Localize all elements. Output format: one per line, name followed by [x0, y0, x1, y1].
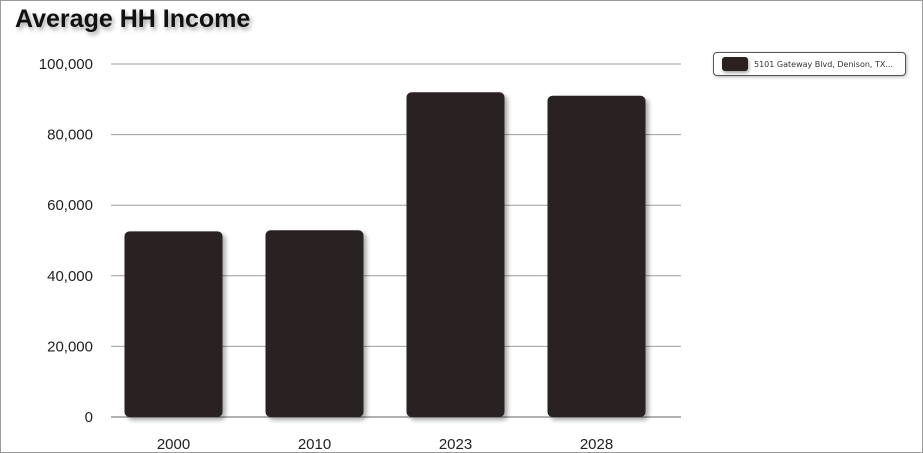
y-tick-label: 0 — [85, 409, 93, 426]
y-tick-label: 20,000 — [47, 338, 93, 355]
chart-legend: 5101 Gateway Blvd, Denison, TX... — [713, 52, 906, 76]
bar-2023[interactable] — [406, 92, 505, 418]
y-tick-label: 40,000 — [47, 268, 93, 285]
x-tick-label: 2023 — [439, 436, 472, 452]
chart-title: Average HH Income — [15, 5, 251, 33]
x-tick-label: 2028 — [580, 436, 613, 452]
legend-swatch — [722, 57, 748, 71]
legend-series-label: 5101 Gateway Blvd, Denison, TX... — [754, 59, 893, 69]
x-tick-label: 2000 — [157, 436, 190, 452]
y-tick-label: 80,000 — [47, 127, 93, 144]
bar-2010[interactable] — [265, 230, 364, 417]
y-tick-label: 100,000 — [39, 56, 93, 73]
bar-2000[interactable] — [124, 231, 223, 417]
bar-2028[interactable] — [547, 95, 646, 418]
y-tick-label: 60,000 — [47, 197, 93, 214]
x-tick-label: 2010 — [298, 436, 331, 452]
